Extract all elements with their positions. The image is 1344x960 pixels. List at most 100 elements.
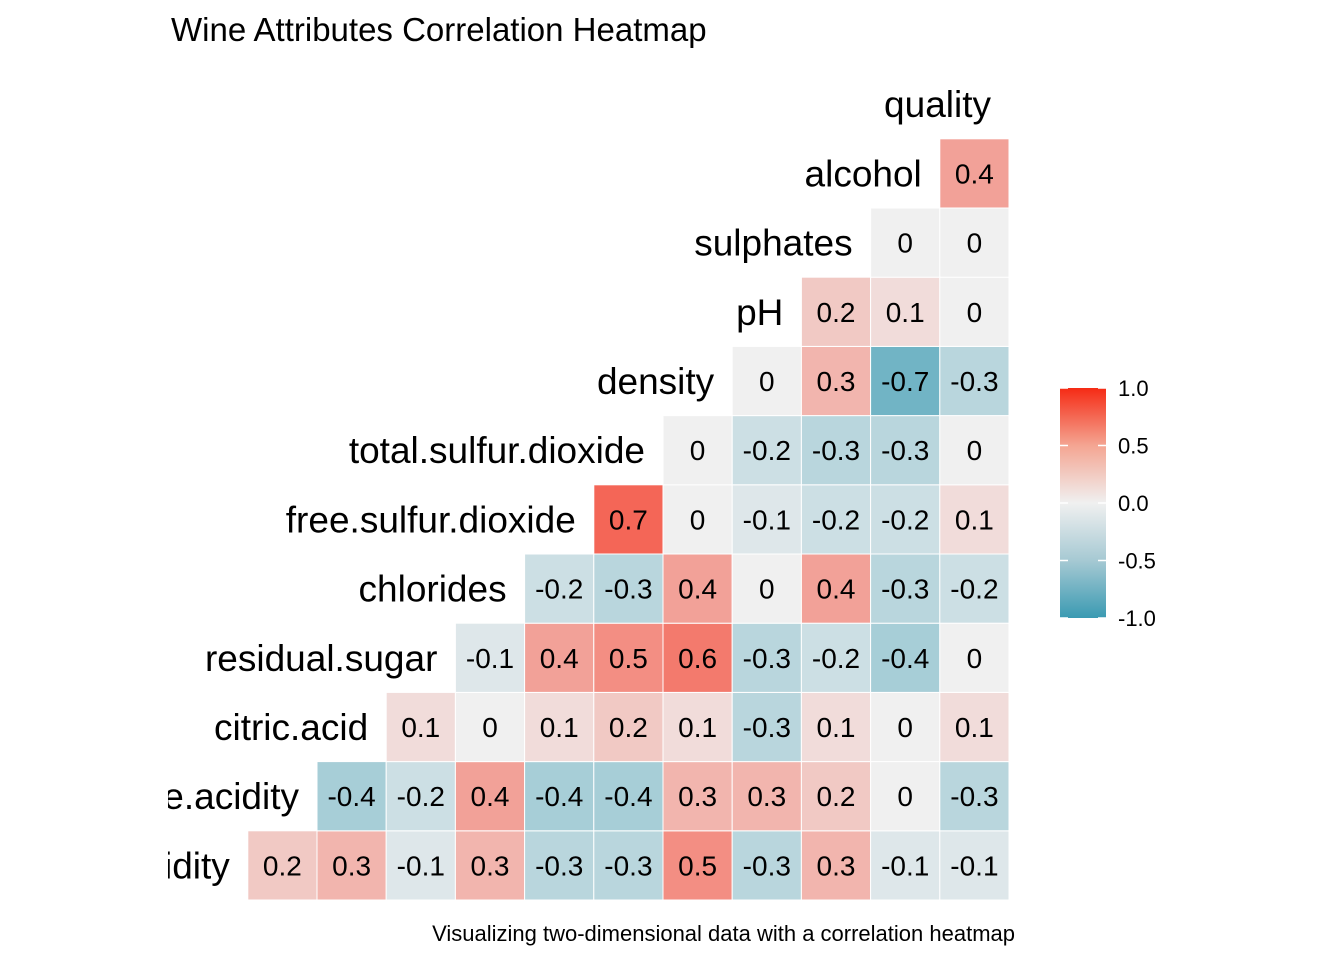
heatmap-cell xyxy=(870,691,941,763)
cell-value-label: 0.5 xyxy=(609,643,648,674)
cell-value-label: 0.4 xyxy=(817,574,856,605)
cell-value-label: -0.2 xyxy=(812,504,860,535)
cell-value-label: 0.5 xyxy=(678,850,717,881)
heatmap-cell xyxy=(593,691,664,763)
cell-value-label: -0.3 xyxy=(604,850,652,881)
heatmap-cell xyxy=(524,553,595,624)
cell-value-label: 0.7 xyxy=(609,504,648,535)
cell-value-label: -0.3 xyxy=(535,850,583,881)
cell-value-label: 0.3 xyxy=(471,850,510,881)
cell-value-label: -0.1 xyxy=(466,643,514,674)
cell-value-label: -0.3 xyxy=(950,366,998,397)
cell-value-label: 0.1 xyxy=(678,712,717,743)
cell-value-label: -0.3 xyxy=(743,850,791,881)
cell-value-label: 0.4 xyxy=(955,158,994,189)
heatmap-cell xyxy=(870,761,941,832)
heatmap-cell xyxy=(939,415,1010,486)
legend-tick-label: 1.0 xyxy=(1118,376,1149,401)
heatmap-cell xyxy=(731,691,802,763)
heatmap-cell xyxy=(939,622,1010,693)
heatmap-cell xyxy=(870,415,941,486)
row-label: residual.sugar xyxy=(205,638,437,679)
cell-value-label: 0 xyxy=(690,435,706,466)
row-label: chlorides xyxy=(359,569,507,610)
heatmap-cell xyxy=(870,622,941,693)
heatmap-cell xyxy=(800,484,872,555)
cell-value-label: -0.3 xyxy=(812,435,860,466)
cell-value-label: -0.4 xyxy=(327,781,375,812)
heatmap-cell xyxy=(454,761,526,832)
cell-value-label: -0.3 xyxy=(881,574,929,605)
cell-value-label: 0.4 xyxy=(678,574,717,605)
heatmap-cell xyxy=(593,553,664,624)
cell-value-label: -0.2 xyxy=(397,781,445,812)
legend-tick-label: 0.0 xyxy=(1118,491,1149,516)
cell-value-label: 0 xyxy=(759,366,775,397)
heatmap-cell xyxy=(731,761,802,832)
heatmap-cell xyxy=(524,830,595,901)
heatmap-cell xyxy=(939,553,1010,624)
heatmap-cell xyxy=(939,830,1010,901)
row-label: pH xyxy=(736,292,783,333)
row-label: le.acidity xyxy=(155,776,299,817)
heatmap-cell xyxy=(454,830,526,901)
heatmap-cell xyxy=(524,761,595,832)
heatmap-cell xyxy=(939,345,1010,417)
heatmap-cell xyxy=(454,622,526,693)
cell-value-label: 0.4 xyxy=(540,643,579,674)
heatmap-cell xyxy=(454,691,526,763)
heatmap-cell xyxy=(662,691,733,763)
cell-value-label: 0.3 xyxy=(332,850,371,881)
cell-value-label: 0 xyxy=(967,643,983,674)
legend-tick-label: -0.5 xyxy=(1118,549,1156,574)
heatmap-cell xyxy=(731,484,802,555)
row-label: citric.acid xyxy=(214,707,368,748)
cell-value-label: -0.2 xyxy=(812,643,860,674)
cell-value-label: -0.4 xyxy=(535,781,583,812)
cell-value-label: -0.1 xyxy=(397,850,445,881)
cell-value-label: -0.4 xyxy=(881,643,929,674)
cell-value-label: 0 xyxy=(967,435,983,466)
cell-value-label: 0.1 xyxy=(401,712,440,743)
row-label: quality xyxy=(884,84,991,125)
heatmap-cell xyxy=(800,830,872,901)
heatmap-cell xyxy=(870,830,941,901)
cell-value-label: 0.1 xyxy=(886,297,925,328)
cell-value-label: -0.2 xyxy=(881,504,929,535)
color-legend: 1.0 0.5 0.0 -0.5 -1.0 xyxy=(1060,376,1156,631)
cell-value-label: 0.2 xyxy=(263,850,302,881)
cell-value-label: 0 xyxy=(897,228,913,259)
cell-value-label: -0.2 xyxy=(535,574,583,605)
row-label: total.sulfur.dioxide xyxy=(349,430,645,471)
heatmap-cell xyxy=(731,622,802,693)
cell-value-label: -0.1 xyxy=(743,504,791,535)
variable-labels: idity le.acidity citric.acid residual.sugar… xyxy=(155,84,992,886)
chart-caption: Visualizing two-dimensional data with a … xyxy=(432,921,1015,946)
heatmap-cell xyxy=(939,484,1010,555)
heatmap-cell xyxy=(731,345,802,417)
row-label: free.sulfur.dioxide xyxy=(286,499,576,540)
heatmap-cell xyxy=(800,415,872,486)
cell-value-label: 0.1 xyxy=(955,712,994,743)
cell-value-label: 0.1 xyxy=(817,712,856,743)
row-label: idity xyxy=(164,845,230,886)
heatmap-cell xyxy=(662,484,733,555)
cell-value-label: 0 xyxy=(897,712,913,743)
cell-value-label: -0.3 xyxy=(743,643,791,674)
cell-value-label: -0.2 xyxy=(743,435,791,466)
cell-value-label: 0 xyxy=(897,781,913,812)
cell-value-label: -0.1 xyxy=(881,850,929,881)
row-label: density xyxy=(597,361,715,402)
cell-value-label: 0.4 xyxy=(471,781,510,812)
heatmap-cell xyxy=(731,830,802,901)
cell-value-label: -0.4 xyxy=(604,781,652,812)
cell-value-label: 0.1 xyxy=(540,712,579,743)
heatmap-cell xyxy=(800,276,872,347)
heatmap-cell xyxy=(939,691,1010,763)
cell-value-label: -0.2 xyxy=(950,574,998,605)
heatmap-cell xyxy=(385,691,456,763)
cell-value-label: -0.3 xyxy=(604,574,652,605)
heatmap-cell xyxy=(247,830,318,901)
cell-value-label: -0.7 xyxy=(881,366,929,397)
